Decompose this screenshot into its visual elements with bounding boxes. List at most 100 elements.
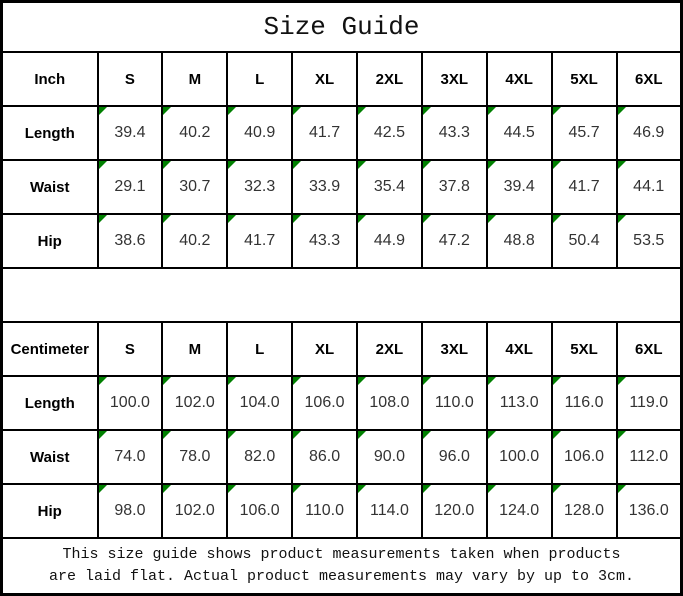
size-value: 43.3 bbox=[438, 124, 470, 141]
size-column-header: L bbox=[226, 321, 294, 377]
excel-flag-icon bbox=[358, 432, 366, 439]
size-column-header: 6XL bbox=[615, 51, 683, 107]
size-column-header: 5XL bbox=[550, 51, 618, 107]
size-value-cell: 39.4 bbox=[96, 105, 164, 161]
size-column-header: XL bbox=[291, 51, 358, 107]
size-value: 112.0 bbox=[629, 448, 669, 465]
inch-hip-row: Hip 38.6 40.2 41.7 43.3 44.9 47.2 48.8 5… bbox=[0, 213, 683, 269]
page-title: Size Guide bbox=[0, 0, 683, 53]
excel-flag-icon bbox=[358, 162, 366, 169]
size-value: 48.8 bbox=[503, 232, 535, 249]
size-value-cell: 39.4 bbox=[485, 159, 553, 215]
size-value: 136.0 bbox=[628, 502, 669, 519]
excel-flag-icon bbox=[164, 108, 172, 115]
size-value-cell: 114.0 bbox=[356, 483, 423, 539]
excel-flag-icon bbox=[553, 486, 561, 493]
excel-flag-icon bbox=[553, 216, 561, 223]
size-value-cell: 98.0 bbox=[96, 483, 164, 539]
size-value: 102.0 bbox=[174, 394, 215, 411]
size-value-cell: 41.7 bbox=[550, 159, 618, 215]
footer-note: This size guide shows product measuremen… bbox=[0, 537, 683, 596]
excel-flag-icon bbox=[229, 108, 237, 115]
size-value-cell: 44.1 bbox=[615, 159, 683, 215]
excel-flag-icon bbox=[488, 108, 496, 115]
size-value: 42.5 bbox=[373, 124, 405, 141]
size-value: 40.2 bbox=[179, 232, 211, 249]
size-value: 124.0 bbox=[499, 502, 540, 519]
size-value: 45.7 bbox=[568, 124, 600, 141]
excel-flag-icon bbox=[488, 216, 496, 223]
size-value: 128.0 bbox=[564, 502, 605, 519]
excel-flag-icon bbox=[358, 378, 366, 385]
size-value: 39.4 bbox=[503, 178, 535, 195]
unit-header-centimeter: Centimeter bbox=[0, 321, 99, 377]
size-value: 46.9 bbox=[633, 124, 665, 141]
excel-flag-icon bbox=[618, 216, 626, 223]
size-value: 41.7 bbox=[308, 124, 341, 141]
size-column-header: M bbox=[161, 321, 229, 377]
size-value: 41.7 bbox=[244, 232, 276, 249]
excel-flag-icon bbox=[553, 162, 561, 169]
size-value-cell: 90.0 bbox=[356, 429, 423, 485]
size-value-cell: 35.4 bbox=[356, 159, 423, 215]
cm-header-row: Centimeter S M L XL 2XL 3XL 4XL 5XL 6XL bbox=[0, 321, 683, 377]
size-value-cell: 48.8 bbox=[485, 213, 553, 269]
size-value-cell: 86.0 bbox=[291, 429, 358, 485]
size-value: 37.8 bbox=[438, 178, 470, 195]
excel-flag-icon bbox=[164, 432, 172, 439]
size-value: 110.0 bbox=[305, 502, 344, 519]
size-value-cell: 102.0 bbox=[161, 375, 229, 431]
size-value: 35.4 bbox=[373, 178, 405, 195]
excel-flag-icon bbox=[423, 432, 431, 439]
inch-waist-row: Waist 29.1 30.7 32.3 33.9 35.4 37.8 39.4… bbox=[0, 159, 683, 215]
excel-flag-icon bbox=[164, 486, 172, 493]
size-value: 90.0 bbox=[373, 448, 405, 465]
inch-length-row: Length 39.4 40.2 40.9 41.7 42.5 43.3 44.… bbox=[0, 105, 683, 161]
size-value: 38.6 bbox=[114, 232, 146, 249]
excel-flag-icon bbox=[294, 486, 302, 493]
size-value-cell: 42.5 bbox=[356, 105, 423, 161]
size-value: 41.7 bbox=[568, 178, 600, 195]
size-value: 96.0 bbox=[438, 448, 470, 465]
size-value: 47.2 bbox=[438, 232, 470, 249]
spacer-cell bbox=[0, 267, 683, 323]
size-value: 106.0 bbox=[564, 448, 605, 465]
excel-flag-icon bbox=[358, 486, 366, 493]
row-label-hip: Hip bbox=[0, 483, 99, 539]
size-value: 86.0 bbox=[308, 448, 341, 465]
size-column-header: 2XL bbox=[356, 51, 423, 107]
size-column-header: 3XL bbox=[420, 321, 488, 377]
excel-flag-icon bbox=[229, 486, 237, 493]
size-value: 40.2 bbox=[179, 124, 211, 141]
size-column-header: 4XL bbox=[485, 321, 553, 377]
size-column-header: S bbox=[96, 51, 164, 107]
size-value: 106.0 bbox=[304, 394, 345, 411]
size-value: 102.0 bbox=[174, 502, 215, 519]
size-value: 120.0 bbox=[434, 502, 475, 519]
row-label-waist: Waist bbox=[0, 159, 99, 215]
size-value-cell: 32.3 bbox=[226, 159, 294, 215]
cm-length-row: Length 100.0 102.0 104.0 106.0 108.0 110… bbox=[0, 375, 683, 431]
row-label-hip: Hip bbox=[0, 213, 99, 269]
excel-flag-icon bbox=[423, 216, 431, 223]
cm-hip-row: Hip 98.0 102.0 106.0 110.0 114.0 120.0 1… bbox=[0, 483, 683, 539]
excel-flag-icon bbox=[553, 378, 561, 385]
excel-flag-icon bbox=[553, 108, 561, 115]
size-value-cell: 29.1 bbox=[96, 159, 164, 215]
size-value-cell: 37.8 bbox=[420, 159, 488, 215]
size-value-cell: 100.0 bbox=[485, 429, 553, 485]
excel-flag-icon bbox=[618, 486, 626, 493]
size-value: 53.5 bbox=[633, 232, 665, 249]
excel-flag-icon bbox=[618, 432, 626, 439]
size-value-cell: 106.0 bbox=[291, 375, 358, 431]
size-value-cell: 43.3 bbox=[291, 213, 358, 269]
size-value-cell: 41.7 bbox=[291, 105, 358, 161]
size-value-cell: 110.0 bbox=[291, 483, 358, 539]
excel-flag-icon bbox=[294, 108, 302, 115]
size-value: 113.0 bbox=[499, 394, 539, 411]
size-value: 110.0 bbox=[434, 394, 474, 411]
size-value-cell: 47.2 bbox=[420, 213, 488, 269]
size-column-header: 6XL bbox=[615, 321, 683, 377]
excel-flag-icon bbox=[164, 162, 172, 169]
excel-flag-icon bbox=[99, 486, 107, 493]
